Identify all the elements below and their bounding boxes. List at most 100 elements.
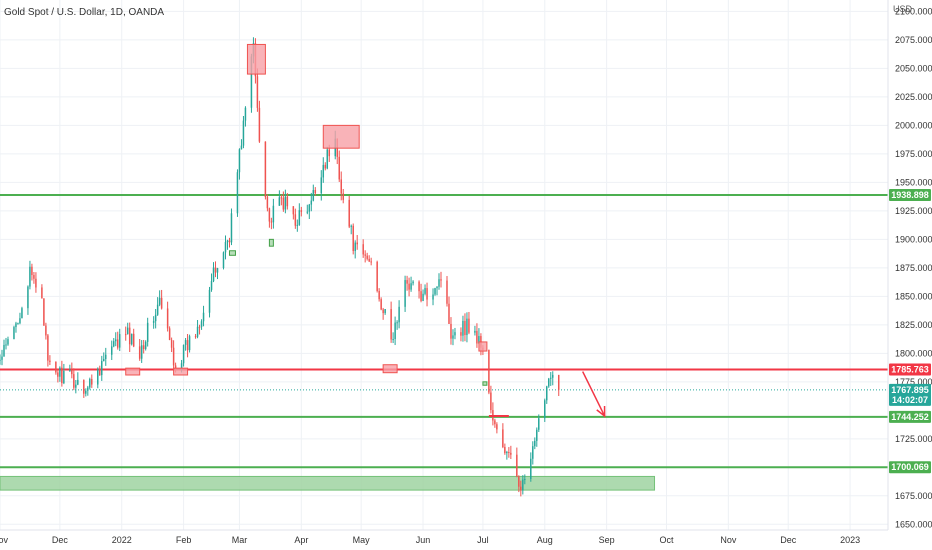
price-tick-label: 1900.000 bbox=[895, 234, 932, 244]
candle-body bbox=[238, 149, 241, 173]
zones bbox=[0, 475, 656, 491]
candle-body bbox=[242, 120, 245, 146]
candle-body bbox=[552, 374, 554, 378]
candle-body bbox=[438, 279, 440, 287]
candle-body bbox=[548, 378, 550, 387]
candle-body bbox=[284, 196, 287, 210]
candle-body bbox=[464, 320, 466, 336]
candle-body bbox=[77, 379, 79, 385]
candle-body bbox=[478, 336, 480, 344]
candle-body bbox=[156, 304, 159, 315]
price-tick-label: 1725.000 bbox=[895, 434, 932, 444]
candle-body bbox=[146, 322, 149, 342]
candle-body bbox=[230, 213, 233, 243]
candle-body bbox=[128, 327, 131, 345]
candle-body bbox=[172, 347, 175, 366]
time-axis[interactable]: Nov Dec 2022 Feb Mar Apr May Jun Jul Aug Sep Oct Nov… bbox=[0, 535, 860, 545]
candle-body bbox=[144, 341, 147, 349]
candle-body bbox=[31, 266, 33, 276]
candle-body bbox=[130, 333, 133, 345]
price-badge-label: 1767.895 bbox=[891, 385, 929, 395]
candle-body bbox=[354, 242, 356, 251]
candle-body bbox=[216, 267, 219, 273]
candle-body bbox=[474, 330, 476, 333]
candle-body bbox=[292, 206, 295, 215]
candle-body bbox=[446, 280, 448, 304]
price-axis[interactable]: 2100.000 2075.000 2050.000 2025.000 2000.000… bbox=[895, 6, 932, 529]
projection-arrow-head bbox=[596, 406, 606, 418]
candle-body bbox=[448, 303, 450, 324]
candle-body bbox=[382, 309, 384, 314]
highlight-box bbox=[268, 238, 274, 247]
candle-body bbox=[544, 400, 546, 419]
candle-body bbox=[342, 193, 344, 200]
candle-body bbox=[278, 197, 281, 206]
time-tick-label: Jun bbox=[416, 535, 431, 545]
price-axis-panel[interactable] bbox=[888, 0, 932, 550]
candle-body bbox=[490, 392, 492, 411]
candle-body bbox=[328, 149, 331, 157]
countdown-label: 14:02:07 bbox=[892, 395, 928, 405]
candle-body bbox=[75, 384, 77, 388]
price-tick-label: 1875.000 bbox=[895, 263, 932, 273]
candle-body bbox=[398, 306, 400, 323]
candle-body bbox=[282, 197, 285, 210]
horizontal-lines[interactable] bbox=[0, 194, 888, 469]
candle-body bbox=[63, 370, 65, 384]
price-badge bbox=[889, 461, 931, 474]
candle-body bbox=[182, 344, 185, 364]
time-tick-label: May bbox=[353, 535, 371, 545]
candle-body bbox=[214, 267, 217, 273]
time-tick-label: Dec bbox=[780, 535, 797, 545]
time-tick-label: Nov bbox=[720, 535, 737, 545]
time-tick-label: Mar bbox=[232, 535, 248, 545]
candle-body bbox=[202, 312, 205, 322]
time-tick-label: 2023 bbox=[840, 535, 860, 545]
candle-body bbox=[460, 332, 462, 336]
candle-body bbox=[320, 177, 323, 194]
candle-body bbox=[418, 281, 420, 292]
candle-body bbox=[394, 322, 396, 340]
candle-body bbox=[112, 341, 115, 347]
highlight-box bbox=[125, 367, 141, 376]
time-axis-panel[interactable] bbox=[0, 530, 888, 550]
markers bbox=[125, 43, 509, 418]
price-tick-label: 1975.000 bbox=[895, 149, 932, 159]
price-badge bbox=[889, 363, 931, 376]
candle-body bbox=[516, 454, 518, 477]
candle-body bbox=[538, 418, 540, 430]
candle-body bbox=[226, 240, 229, 243]
price-tick-label: 1675.000 bbox=[895, 491, 932, 501]
candle-body bbox=[536, 429, 538, 441]
candle-body bbox=[550, 377, 552, 379]
candle-body bbox=[340, 179, 342, 194]
time-tick-label: Sep bbox=[599, 535, 615, 545]
projection-arrow-shaft bbox=[582, 371, 606, 417]
candle-body bbox=[294, 214, 297, 226]
candle-body bbox=[424, 288, 426, 294]
candle-body bbox=[504, 447, 506, 454]
candle-body bbox=[43, 298, 45, 326]
candle-body bbox=[240, 145, 243, 150]
candle-body bbox=[322, 164, 325, 178]
candle-body bbox=[13, 327, 15, 340]
candle-body bbox=[154, 314, 157, 322]
candle-body bbox=[436, 286, 438, 289]
time-tick-label: Apr bbox=[294, 535, 308, 545]
candle-body bbox=[0, 359, 1, 361]
candle-body bbox=[160, 297, 163, 309]
candle-body bbox=[378, 290, 380, 300]
candle-body bbox=[432, 294, 434, 300]
time-tick-label: 2022 bbox=[112, 535, 132, 545]
candle-body bbox=[45, 325, 47, 336]
candle-body bbox=[454, 332, 456, 336]
candle-body bbox=[270, 221, 273, 223]
candle-body bbox=[324, 164, 327, 169]
candle-body bbox=[300, 210, 303, 212]
candle-body bbox=[298, 210, 301, 225]
price-badge-label: 1938.898 bbox=[891, 190, 929, 200]
candle-body bbox=[496, 424, 498, 430]
candle-body bbox=[222, 252, 225, 268]
